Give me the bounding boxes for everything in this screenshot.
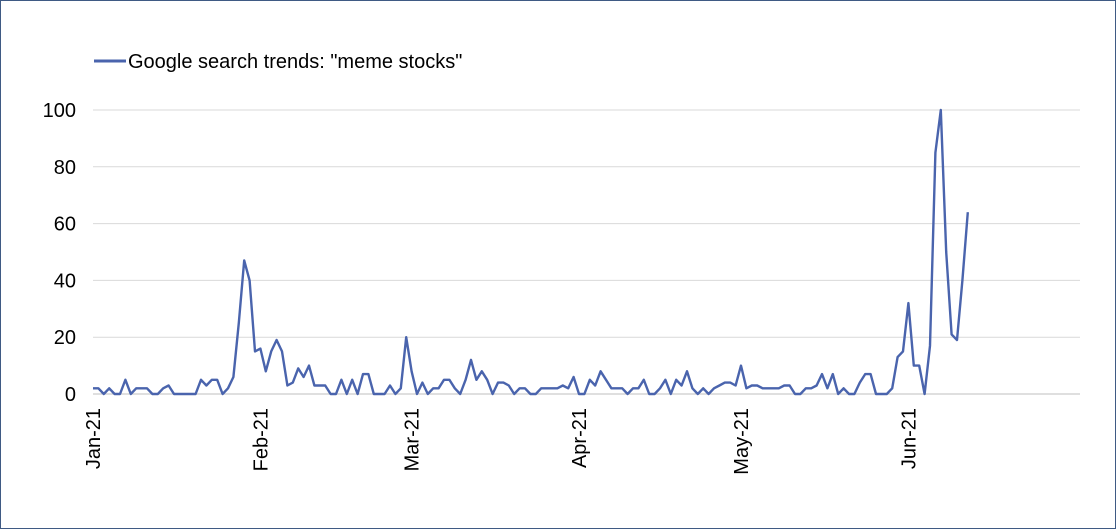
x-tick-label: Feb-21 (250, 408, 272, 471)
y-tick-label: 100 (43, 100, 76, 122)
series-group (93, 108, 969, 396)
x-axis-ticks: Jan-21 Feb-21 Mar-21 Apr-21 May-21 Jun-21 (83, 408, 920, 475)
y-tick-label: 20 (54, 327, 76, 349)
legend-label: Google search trends: "meme stocks" (128, 51, 462, 73)
y-tick-label: 80 (54, 157, 76, 179)
x-tick-label: Jan-21 (83, 408, 105, 469)
x-tick-label: Apr-21 (569, 408, 591, 468)
y-axis-ticks: 0 20 40 60 80 100 (43, 100, 76, 406)
y-tick-label: 40 (54, 270, 76, 292)
x-tick-label: Mar-21 (402, 408, 424, 471)
y-tick-label: 60 (54, 214, 76, 236)
x-tick-label: May-21 (731, 408, 753, 475)
legend: Google search trends: "meme stocks" (94, 51, 462, 73)
y-tick-label: 0 (65, 384, 76, 406)
series-line (93, 108, 969, 396)
x-tick-label: Jun-21 (898, 408, 920, 469)
gridlines (93, 109, 1080, 338)
